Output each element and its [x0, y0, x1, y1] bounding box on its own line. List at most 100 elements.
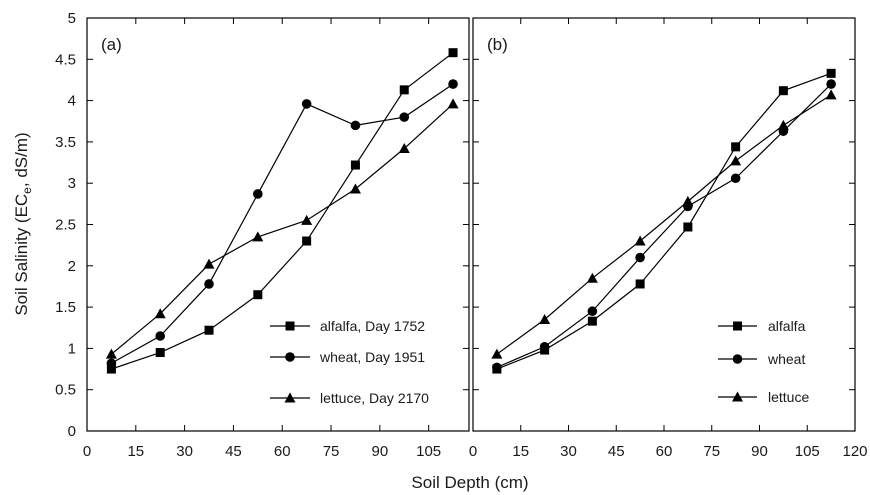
panel-a-frame: [86, 17, 470, 432]
x-tick-label: 60: [274, 443, 291, 460]
x-tick-label: 120: [842, 443, 867, 460]
data-point-a-circle: [399, 112, 410, 122]
x-tick-label: 90: [372, 443, 389, 460]
data-point-b-circle: [730, 173, 741, 184]
series-line-a-square: [111, 52, 454, 370]
data-point-b-square: [587, 316, 597, 326]
data-point-a-triangle: [154, 308, 166, 319]
data-point-b-square: [778, 86, 788, 96]
x-tick-label: 90: [751, 443, 768, 460]
data-point-b-square: [683, 222, 693, 232]
data-point-b-triangle: [539, 313, 551, 324]
data-point-b-triangle: [682, 195, 694, 206]
y-axis-title-main: Soil Salinity (EC: [12, 194, 31, 316]
data-point-a-circle: [301, 99, 312, 109]
y-tick-label: 5: [68, 10, 76, 27]
data-point-a-circle: [106, 358, 117, 369]
data-point-b-circle: [539, 341, 550, 352]
x-tick-label: 60: [656, 443, 673, 460]
legend-marker-circle: [285, 352, 295, 362]
panel-label-b: (b): [487, 35, 508, 54]
series-line-b-triangle: [496, 94, 832, 355]
data-point-b-circle: [635, 252, 645, 263]
legend-label: alfalfa: [768, 318, 806, 334]
data-point-a-circle: [350, 120, 361, 131]
data-point-a-square: [302, 236, 312, 246]
x-axis-title: Soil Depth (cm): [411, 473, 528, 492]
y-tick-label: 1.5: [55, 299, 76, 316]
data-point-a-square: [350, 160, 360, 170]
x-tick-label: 0: [469, 443, 477, 460]
y-tick-label: 3.5: [55, 134, 76, 151]
legend-marker-circle: [732, 354, 743, 364]
legend-label: wheat, Day 1951: [319, 349, 425, 365]
legend-marker-square: [285, 321, 295, 331]
data-point-b-circle: [587, 306, 598, 317]
y-tick-label: 0: [68, 423, 76, 440]
legend-label: alfalfa, Day 1752: [320, 318, 425, 334]
data-point-a-square: [106, 364, 116, 374]
series-line-b-square: [496, 72, 832, 370]
x-tick-label: 105: [795, 443, 820, 460]
data-point-a-square: [399, 85, 409, 95]
data-point-a-triangle: [105, 348, 117, 359]
data-point-b-circle: [826, 79, 836, 89]
legend-marker-triangle: [284, 392, 296, 403]
data-point-b-square: [635, 279, 645, 289]
data-point-b-circle: [492, 362, 502, 373]
x-tick-label: 45: [225, 443, 242, 460]
data-point-a-circle: [155, 331, 166, 341]
y-axis-title-subscript: e: [20, 187, 34, 194]
data-point-a-square: [204, 325, 214, 335]
data-point-a-triangle: [398, 143, 410, 154]
data-point-a-square: [253, 290, 263, 300]
series-line-a-triangle: [111, 103, 454, 355]
y-tick-label: 1: [68, 340, 76, 357]
series-line-a-circle: [111, 83, 454, 364]
legend-marker-triangle: [732, 391, 743, 402]
data-point-a-triangle: [203, 258, 215, 269]
data-point-a-circle: [204, 279, 214, 289]
y-tick-label: 4.5: [55, 51, 76, 68]
data-point-b-triangle: [777, 119, 789, 130]
x-tick-label: 30: [560, 443, 577, 460]
data-point-a-triangle: [447, 98, 459, 109]
y-tick-label: 2: [68, 258, 76, 275]
data-point-b-triangle: [730, 155, 742, 166]
data-point-b-square: [826, 68, 836, 78]
y-tick-label: 0.5: [55, 382, 76, 399]
panel-b-frame: [472, 17, 856, 432]
x-tick-label: 75: [703, 443, 720, 460]
y-tick-label: 4: [68, 93, 76, 110]
data-point-b-square: [731, 142, 741, 152]
data-point-b-triangle: [586, 272, 598, 283]
data-point-a-square: [448, 48, 458, 58]
x-tick-label: 75: [323, 443, 340, 460]
legend-label: lettuce, Day 2170: [320, 390, 429, 406]
y-axis-title-tail: , dS/m): [12, 132, 31, 187]
legend-label: wheat: [767, 351, 805, 367]
x-tick-label: 15: [127, 443, 144, 460]
x-tick-label: 15: [512, 443, 529, 460]
y-tick-label: 2.5: [55, 217, 76, 234]
x-tick-label: 45: [608, 443, 625, 460]
y-axis-title: Soil Salinity (ECe, dS/m): [12, 132, 34, 315]
legend-marker-square: [733, 321, 742, 331]
series-line-b-circle: [496, 83, 832, 368]
legend-label: lettuce: [768, 389, 809, 405]
data-point-a-circle: [253, 189, 263, 199]
x-tick-label: 0: [83, 443, 91, 460]
data-point-a-circle: [448, 79, 458, 89]
data-point-a-square: [155, 348, 165, 358]
data-point-b-triangle: [825, 89, 837, 100]
data-point-a-triangle: [349, 183, 361, 194]
y-tick-label: 3: [68, 175, 76, 192]
data-point-a-triangle: [252, 231, 264, 242]
data-point-b-triangle: [491, 348, 503, 359]
panel-label-a: (a): [101, 35, 122, 54]
data-point-b-triangle: [634, 235, 646, 246]
data-point-a-triangle: [301, 214, 313, 225]
x-tick-label: 105: [416, 443, 441, 460]
x-tick-label: 30: [176, 443, 193, 460]
